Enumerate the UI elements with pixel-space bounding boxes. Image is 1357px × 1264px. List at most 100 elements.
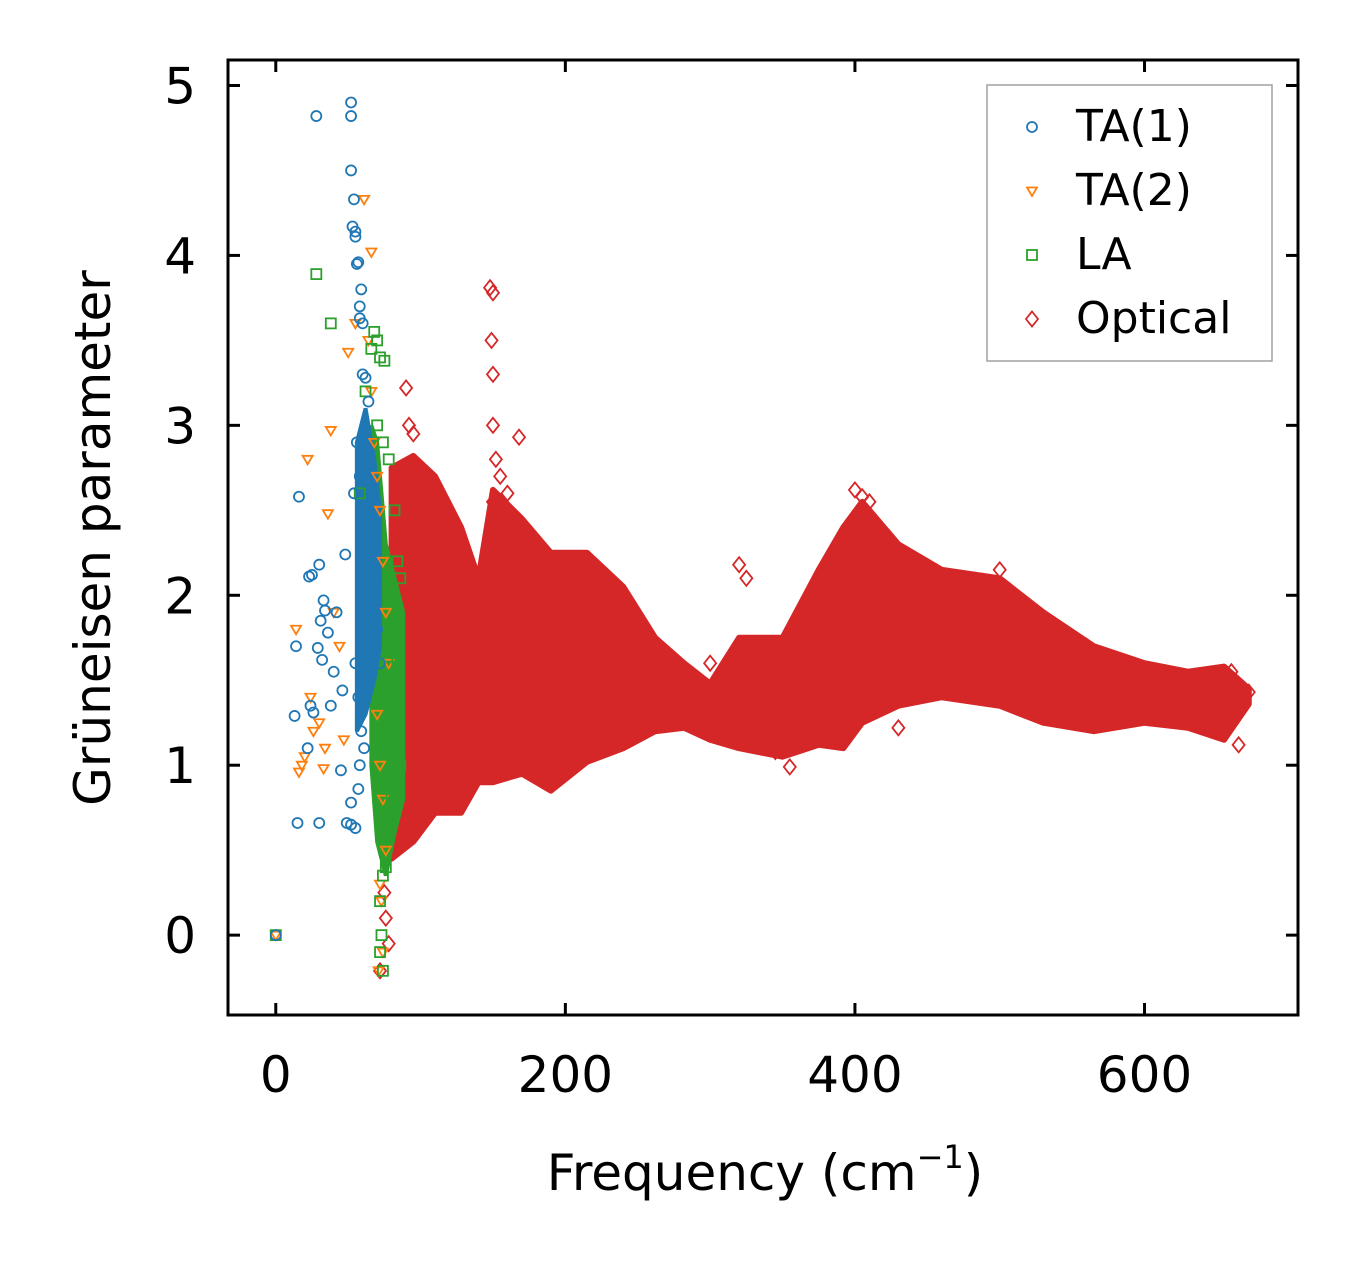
data-point (319, 604, 331, 617)
y-axis-title: Grüneisen parameter (64, 270, 122, 806)
data-point (702, 654, 718, 673)
data-point (369, 572, 382, 585)
data-point (391, 657, 404, 670)
y-tick-label: 4 (164, 227, 196, 285)
data-point (375, 929, 388, 942)
data-point (1180, 679, 1196, 698)
data-point (349, 230, 362, 243)
data-point (345, 110, 357, 122)
data-point (355, 725, 368, 738)
data-point (365, 555, 378, 568)
data-point (350, 436, 363, 449)
data-point (377, 436, 389, 449)
data-point (1224, 662, 1239, 681)
data-point (348, 487, 360, 500)
data-point (313, 817, 326, 829)
data-point (321, 509, 335, 521)
data-point (398, 379, 414, 397)
data-point (382, 658, 396, 671)
data-point (373, 505, 387, 518)
data-point (322, 626, 334, 639)
data-point (359, 385, 372, 398)
x-tick-label: 400 (807, 1046, 902, 1104)
data-points (269, 96, 1256, 980)
data-point (330, 606, 343, 619)
data-point (301, 742, 314, 755)
data-point (379, 845, 393, 857)
data-point (316, 764, 331, 776)
data-point (374, 657, 386, 670)
data-point (377, 869, 389, 882)
data-point (731, 555, 747, 574)
data-point (339, 548, 352, 561)
data-point (374, 896, 389, 908)
data-point (371, 623, 384, 636)
data-point (500, 484, 515, 503)
legend-marker (1026, 249, 1038, 261)
data-point (298, 752, 312, 764)
data-point (359, 521, 372, 534)
data-point (493, 467, 508, 486)
data-point (324, 426, 338, 438)
data-point (373, 879, 387, 891)
y-tick-label: 3 (164, 397, 196, 455)
optical-band-fill (388, 452, 1252, 862)
data-point (356, 368, 369, 381)
data-point (293, 490, 305, 503)
data-point (381, 934, 396, 953)
legend: TA(1) TA(2) LA Optical (986, 84, 1273, 362)
data-point (289, 624, 303, 637)
data-point (485, 365, 501, 384)
data-point (373, 760, 387, 772)
data-point (332, 641, 347, 654)
data-point (335, 764, 347, 777)
data-point (385, 793, 398, 806)
data-point (291, 817, 304, 829)
data-point (348, 193, 360, 206)
data-point (379, 861, 392, 874)
data-point (485, 416, 501, 435)
data-point (382, 827, 395, 840)
data-point (739, 569, 754, 588)
data-point (353, 300, 366, 313)
legend-marker (1025, 186, 1039, 198)
data-point (364, 247, 378, 259)
data-point (353, 759, 366, 772)
data-point (337, 735, 351, 747)
data-point (855, 487, 870, 506)
data-point (374, 946, 386, 959)
data-point (370, 471, 384, 484)
data-point (378, 909, 393, 928)
x-tick-label: 600 (1097, 1046, 1192, 1104)
data-point (368, 325, 381, 338)
data-point (269, 929, 282, 942)
data-point (362, 538, 375, 551)
data-point (371, 419, 384, 432)
data-point (345, 164, 357, 177)
data-point (370, 709, 384, 722)
data-point (366, 589, 379, 602)
data-point (376, 794, 390, 806)
data-point (353, 487, 366, 500)
data-point (301, 454, 315, 467)
data-point (290, 640, 302, 653)
data-point (388, 504, 401, 517)
data-point (318, 743, 332, 755)
data-point (349, 225, 362, 238)
data-point (367, 437, 381, 450)
data-point (1209, 688, 1225, 707)
data-point (949, 662, 964, 681)
y-tick-label: 2 (164, 567, 196, 625)
data-point (376, 947, 390, 959)
data-point (324, 699, 337, 712)
data-point (920, 637, 935, 656)
data-point (485, 492, 501, 511)
y-tick-label: 0 (164, 907, 196, 965)
data-point (349, 822, 362, 834)
x-tick-label: 0 (260, 1046, 292, 1104)
legend-label-optical: Optical (1076, 293, 1231, 344)
data-point (394, 759, 407, 772)
data-point (357, 194, 371, 207)
x-tick-label: 200 (518, 1046, 613, 1104)
data-point (891, 552, 906, 571)
